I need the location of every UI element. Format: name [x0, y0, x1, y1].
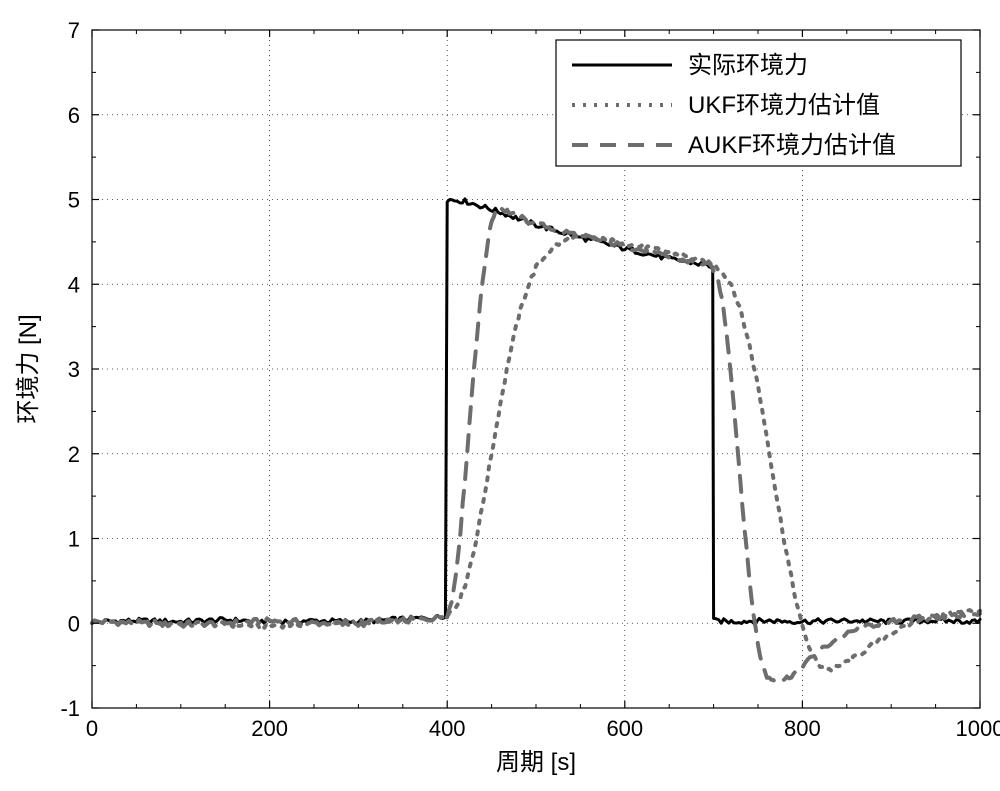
ytick-label: -1	[60, 696, 80, 721]
xtick-label: 800	[784, 716, 821, 741]
ytick-label: 0	[68, 611, 80, 636]
chart-svg: 02004006008001000-101234567周期 [s]环境力 [N]…	[0, 0, 1000, 791]
xtick-label: 400	[429, 716, 466, 741]
ytick-label: 5	[68, 188, 80, 213]
xtick-label: 0	[86, 716, 98, 741]
ytick-label: 7	[68, 18, 80, 43]
y-axis-label: 环境力 [N]	[15, 314, 42, 423]
legend-label: 实际环境力	[688, 52, 808, 79]
legend-label: AUKF环境力估计值	[688, 132, 896, 159]
xtick-label: 600	[606, 716, 643, 741]
xtick-label: 1000	[956, 716, 1000, 741]
xtick-label: 200	[251, 716, 288, 741]
ytick-label: 1	[68, 527, 80, 552]
ytick-label: 4	[68, 272, 80, 297]
ytick-label: 2	[68, 442, 80, 467]
ytick-label: 6	[68, 103, 80, 128]
ytick-label: 3	[68, 357, 80, 382]
legend-label: UKF环境力估计值	[688, 92, 880, 119]
x-axis-label: 周期 [s]	[496, 749, 576, 776]
chart-container: 02004006008001000-101234567周期 [s]环境力 [N]…	[0, 0, 1000, 791]
